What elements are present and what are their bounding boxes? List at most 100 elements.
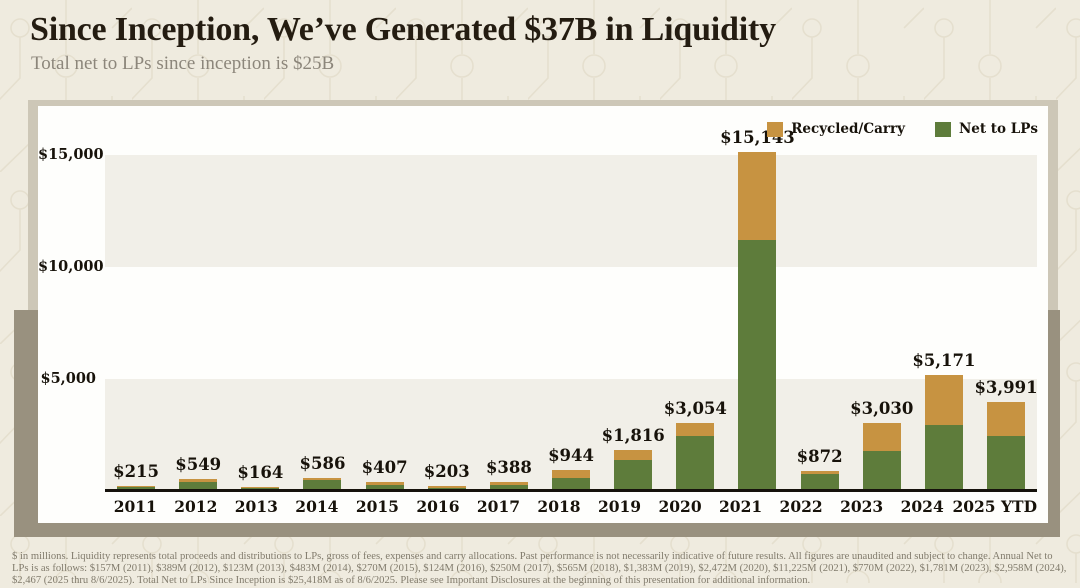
bar-2023 (862, 423, 901, 491)
x-tick-2025-ytd: 2025 YTD (952, 497, 1038, 516)
bar-slot-2015: $407 (354, 106, 416, 491)
bar-segment-net-to-lps (179, 482, 218, 491)
chart-panel: Recycled/Carry Net to LPs $5,000 $10,000 $… (38, 106, 1048, 523)
bar-segment-recycled-carry (738, 151, 777, 240)
bar-2024 (924, 375, 963, 491)
bar-value-label: $164 (237, 463, 284, 483)
bar-segment-recycled-carry (117, 486, 156, 488)
chart-frame: Recycled/Carry Net to LPs $5,000 $10,000 $… (28, 100, 1058, 537)
grid-band-1 (105, 155, 1037, 267)
y-tick-15000: $15,000 (38, 146, 104, 163)
footnote-disclosure: $ in millions. Liquidity represents tota… (12, 550, 1067, 587)
x-tick-2014: 2014 (295, 497, 339, 516)
bar-slot-2013: $164 (229, 106, 291, 491)
legend-item-net-to-lps: Net to LPs (934, 121, 1038, 137)
bar-slot-2021: $15,143 (720, 106, 795, 491)
legend-swatch-recycled-carry-icon (767, 121, 784, 137)
bar-segment-recycled-carry (552, 469, 591, 479)
bar-2021 (738, 151, 777, 491)
x-tick-2019: 2019 (597, 497, 642, 516)
x-axis-line (105, 489, 1037, 492)
bar-slots: $215 $549 $164 $586 $407 $203 $388 $944 $1,816 $3… (105, 106, 1038, 491)
bar-2018 (552, 469, 591, 491)
bar-value-label: $3,054 (663, 398, 727, 418)
bar-2022 (800, 471, 839, 491)
bar-slot-2020: $3,054 (663, 106, 727, 491)
bar-2014 (303, 477, 342, 491)
x-tick-2020: 2020 (658, 497, 702, 516)
x-tick-2023: 2023 (840, 497, 884, 516)
bar-slot-2024: $5,171 (912, 106, 976, 491)
x-tick-2024: 2024 (900, 497, 944, 516)
bar-segment-net-to-lps (614, 460, 653, 491)
x-tick-2017: 2017 (476, 497, 521, 516)
bar-segment-net-to-lps (924, 424, 963, 491)
bar-slot-2014: $586 (291, 106, 353, 491)
bar-segment-recycled-carry (179, 478, 218, 483)
legend-label-net-to-lps: Net to LPs (958, 121, 1038, 137)
chart-legend: Recycled/Carry Net to LPs (767, 121, 1038, 137)
x-tick-2022: 2022 (779, 497, 823, 516)
x-tick-2016: 2016 (416, 497, 460, 516)
bar-slot-2023: $3,030 (850, 106, 913, 491)
y-tick-5000: $5,000 (40, 370, 97, 387)
bar-slot-2011: $215 (105, 106, 167, 491)
bar-segment-recycled-carry (800, 471, 839, 474)
bar-segment-net-to-lps (987, 435, 1026, 491)
bar-value-label: $549 (175, 454, 222, 474)
bar-segment-recycled-carry (489, 482, 528, 486)
slide-title: Since Inception, We’ve Generated $37B in… (30, 11, 776, 48)
bar-segment-recycled-carry (676, 422, 715, 436)
bar-2020 (676, 422, 715, 491)
bar-slot-2018: $944 (540, 106, 602, 491)
bar-2015 (365, 481, 404, 491)
bar-segment-net-to-lps (862, 451, 901, 491)
bar-segment-net-to-lps (303, 480, 342, 491)
bar-value-label: $5,171 (912, 351, 976, 371)
bar-value-label: $586 (299, 453, 346, 473)
bar-segment-recycled-carry (365, 481, 404, 485)
x-tick-2018: 2018 (537, 497, 581, 516)
bar-slot-2016: $203 (416, 106, 478, 491)
bar-slot-2019: $1,816 (601, 106, 665, 491)
bar-segment-net-to-lps (365, 484, 404, 491)
bar-segment-net-to-lps (489, 485, 528, 491)
bar-segment-net-to-lps (552, 478, 591, 491)
bar-segment-net-to-lps (738, 239, 777, 491)
bar-2025-ytd (987, 401, 1026, 491)
bar-segment-recycled-carry (924, 375, 963, 425)
bar-slot-2025-ytd: $3,991 (974, 106, 1038, 491)
x-tick-2015: 2015 (355, 497, 399, 516)
bar-slot-2012: $549 (167, 106, 229, 491)
slide-header: Since Inception, We’ve Generated $37B in… (30, 10, 776, 75)
slide-subtitle: Total net to LPs since inception is $25B (31, 53, 335, 75)
bar-value-label: $407 (361, 457, 408, 477)
legend-label-recycled-carry: Recycled/Carry (791, 121, 905, 137)
bar-segment-recycled-carry (987, 401, 1026, 436)
bar-2017 (489, 482, 528, 491)
bar-2012 (179, 478, 218, 491)
bar-segment-net-to-lps (676, 435, 715, 491)
x-tick-2021: 2021 (719, 497, 763, 516)
bar-segment-recycled-carry (614, 450, 653, 461)
x-tick-2012: 2012 (174, 497, 218, 516)
legend-swatch-net-to-lps-icon (934, 121, 951, 137)
legend-item-recycled-carry: Recycled/Carry (767, 121, 905, 137)
bar-value-label: $203 (423, 462, 470, 482)
bar-value-label: $388 (485, 458, 532, 478)
bar-segment-recycled-carry (241, 487, 280, 489)
bar-value-label: $215 (113, 462, 160, 482)
x-axis-category-labels: 2011 2012 2013 2014 2015 2016 2017 2018 2019 2020… (105, 497, 1037, 516)
bar-slot-2022: $872 (789, 106, 851, 491)
bar-segment-recycled-carry (427, 486, 466, 489)
bar-value-label: $3,991 (974, 377, 1038, 397)
x-tick-2013: 2013 (234, 497, 278, 516)
bar-segment-net-to-lps (800, 473, 839, 491)
bar-value-label: $1,816 (601, 426, 665, 446)
bar-slot-2017: $388 (478, 106, 540, 491)
bar-2019 (614, 450, 653, 491)
plot-area: $215 $549 $164 $586 $407 $203 $388 $944 $1,816 $3… (105, 106, 1038, 491)
bar-value-label: $944 (548, 445, 595, 465)
bar-segment-recycled-carry (862, 423, 901, 452)
y-axis-labels: $5,000 $10,000 $15,000 (38, 106, 104, 491)
